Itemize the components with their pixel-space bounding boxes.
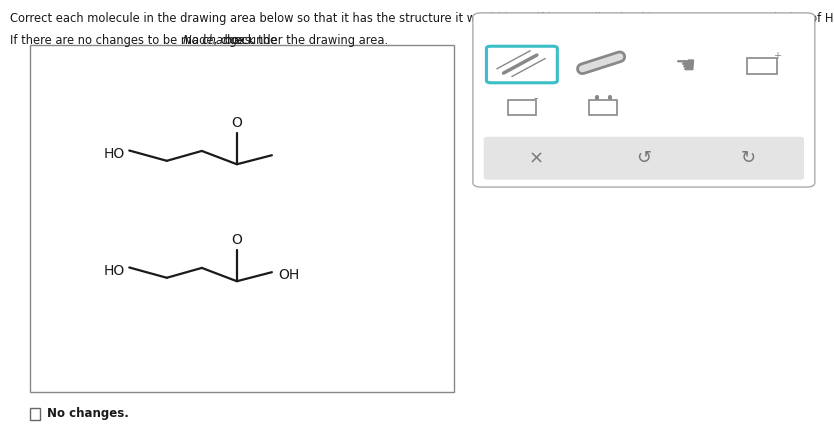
Text: Correct each molecule in the drawing area below so that it has the structure it : Correct each molecule in the drawing are… (10, 12, 834, 25)
Text: No changes.: No changes. (47, 407, 128, 420)
Text: HO: HO (104, 147, 125, 161)
Text: O: O (231, 116, 243, 130)
Bar (746, 58, 776, 74)
Text: box under the drawing area.: box under the drawing area. (221, 34, 389, 47)
FancyBboxPatch shape (486, 46, 557, 83)
Text: ↻: ↻ (741, 149, 756, 167)
Text: -: - (534, 92, 538, 105)
Bar (589, 100, 617, 115)
FancyBboxPatch shape (484, 137, 804, 180)
Bar (30, 45, 454, 392)
Text: ☚: ☚ (674, 53, 695, 77)
Text: O: O (231, 233, 243, 247)
Text: No changes: No changes (183, 34, 251, 47)
Text: ×: × (529, 149, 544, 167)
Text: +: + (773, 51, 781, 61)
Bar (30, 408, 40, 420)
FancyBboxPatch shape (473, 13, 815, 187)
Text: ↺: ↺ (636, 149, 651, 167)
Bar (508, 100, 536, 115)
Text: If there are no changes to be made, check the: If there are no changes to be made, chec… (10, 34, 281, 47)
Text: HO: HO (104, 264, 125, 278)
Text: OH: OH (279, 268, 299, 282)
